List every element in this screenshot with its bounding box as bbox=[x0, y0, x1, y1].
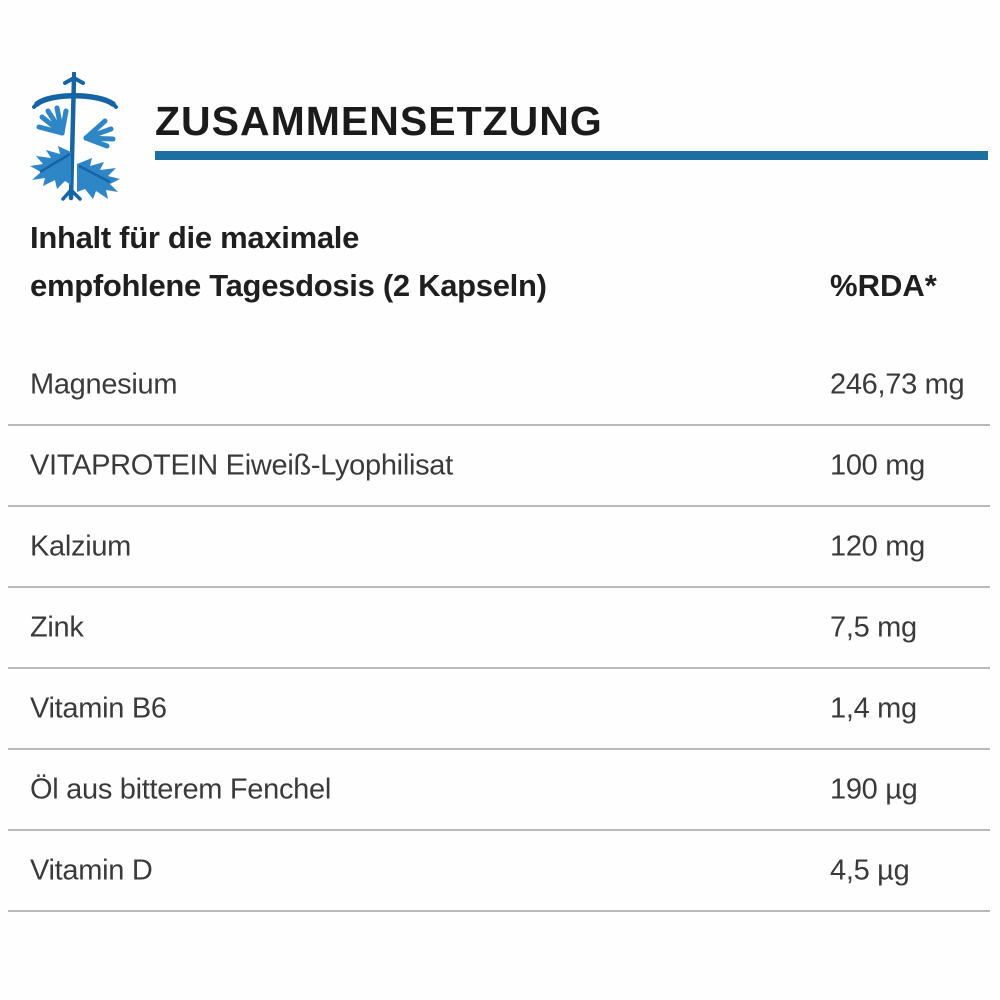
table-row: Öl aus bitterem Fenchel 190 µg bbox=[8, 750, 990, 831]
ingredient-name: Vitamin B6 bbox=[30, 692, 167, 724]
table-row: Vitamin B6 1,4 mg bbox=[8, 669, 990, 750]
ingredient-amount: 7,5 mg bbox=[830, 611, 917, 643]
table-header: Inhalt für die maximale empfohlene Tages… bbox=[30, 214, 988, 309]
ingredient-amount: 100 mg bbox=[830, 449, 925, 481]
ingredient-amount: 4,5 µg bbox=[830, 854, 910, 886]
ingredient-amount: 190 µg bbox=[830, 773, 918, 805]
table-row: Vitamin D 4,5 µg bbox=[8, 831, 990, 912]
table-row: Kalzium 120 mg bbox=[8, 507, 990, 588]
ingredient-name: Öl aus bitterem Fenchel bbox=[30, 773, 331, 805]
ingredient-amount: 1,4 mg bbox=[830, 692, 917, 724]
table-row: Magnesium 246,73 mg bbox=[8, 345, 990, 426]
ingredient-amount: 120 mg bbox=[830, 530, 925, 562]
dose-header-line2: empfohlene Tagesdosis (2 Kapseln) bbox=[30, 268, 547, 303]
ingredient-name: Kalzium bbox=[30, 530, 132, 562]
ingredient-name: Vitamin D bbox=[30, 854, 153, 886]
dose-header-line1: Inhalt für die maximale bbox=[30, 220, 360, 255]
table-row: VITAPROTEIN Eiweiß-Lyophilisat 100 mg bbox=[8, 426, 990, 507]
rda-column-header: %RDA* bbox=[830, 268, 937, 303]
table-row: Zink 7,5 mg bbox=[8, 588, 990, 669]
fennel-plant-icon bbox=[30, 72, 120, 201]
composition-table: Magnesium 246,73 mg VITAPROTEIN Eiweiß-Lyo… bbox=[8, 345, 990, 912]
ingredient-name: VITAPROTEIN Eiweiß-Lyophilisat bbox=[30, 449, 453, 481]
page-title: ZUSAMMENSETZUNG bbox=[155, 98, 603, 144]
title-underline-rule bbox=[155, 151, 988, 160]
ingredient-amount: 246,73 mg bbox=[830, 368, 965, 400]
ingredient-name: Zink bbox=[30, 611, 84, 643]
ingredient-name: Magnesium bbox=[30, 368, 178, 400]
